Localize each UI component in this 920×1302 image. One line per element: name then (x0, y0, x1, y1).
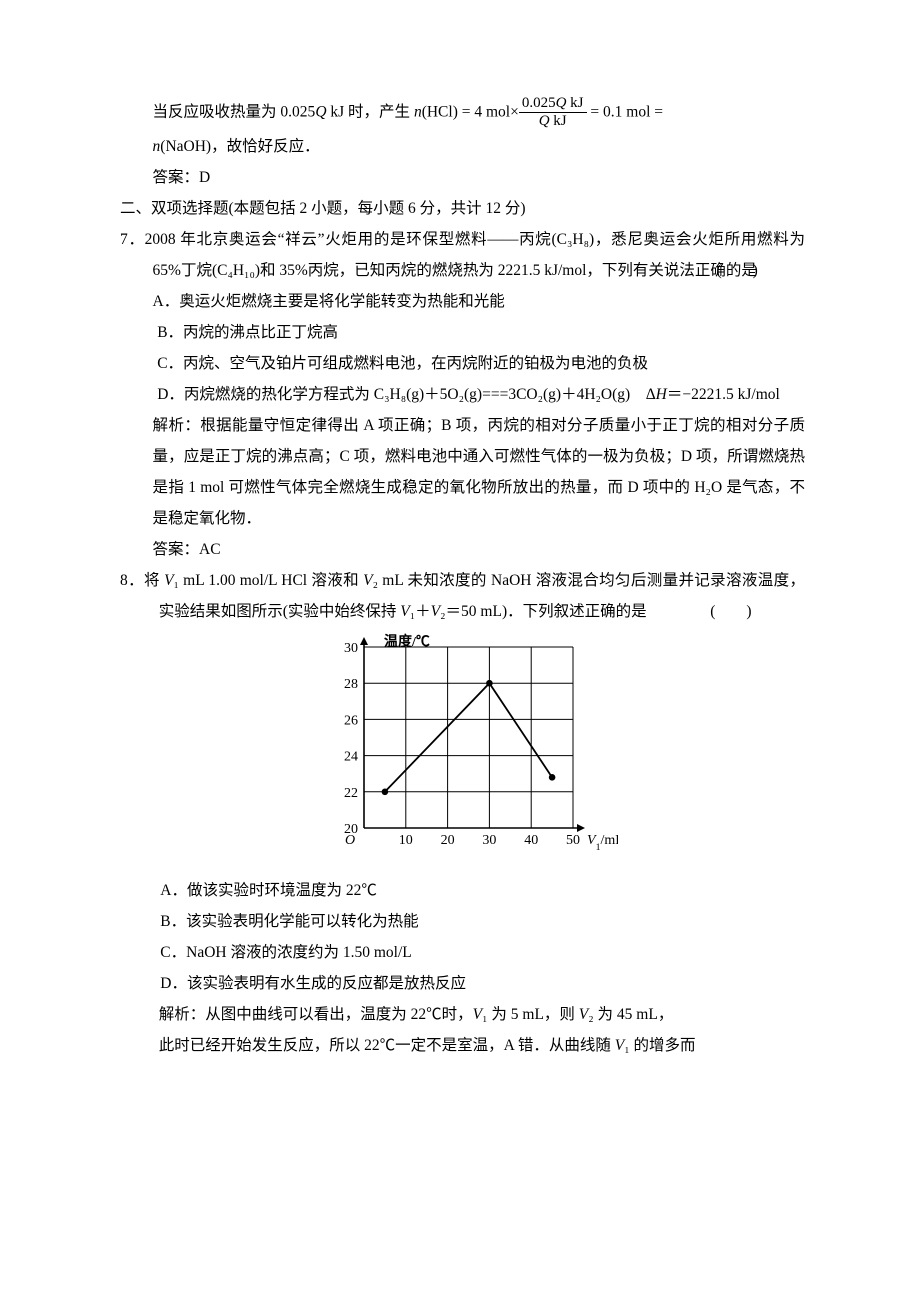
line-chart-svg: 1020304050202224262830O温度/℃V1/mL (308, 633, 618, 858)
q8-option-c: C．NaOH 溶液的浓度约为 1.50 mol/L (120, 937, 805, 968)
svg-text:30: 30 (482, 833, 496, 848)
svg-text:50: 50 (566, 833, 580, 848)
q7-option-c: C．丙烷、空气及铂片可组成燃料电池，在丙烷附近的铂极为电池的负极 (120, 348, 805, 379)
svg-text:30: 30 (344, 641, 358, 656)
svg-text:V1/mL: V1/mL (587, 833, 618, 853)
svg-text:28: 28 (344, 677, 358, 692)
q8-explanation-2: 此时已经开始发生反应，所以 22℃一定不是室温，A 错．从曲线随 V₁ 的增多而 (120, 1030, 805, 1061)
svg-text:20: 20 (440, 833, 454, 848)
q8-option-d: D．该实验表明有水生成的反应都是放热反应 (120, 968, 805, 999)
svg-text:24: 24 (344, 749, 358, 764)
svg-text:26: 26 (344, 713, 358, 728)
q7-stem: 7．2008 年北京奥运会“祥云”火炬用的是环保型燃料——丙烷(C₃H₈)，悉尼… (120, 224, 805, 286)
section-2-header: 二、双项选择题(本题包括 2 小题，每小题 6 分，共计 12 分) (120, 193, 805, 224)
svg-text:O: O (344, 833, 354, 848)
q6-calc-line2: n(NaOH)，故恰好反应． (120, 131, 805, 162)
q7-option-b: B．丙烷的沸点比正丁烷高 (120, 317, 805, 348)
q8-chart: 1020304050202224262830O温度/℃V1/mL (120, 633, 805, 869)
q7-option-d: D．丙烷燃烧的热化学方程式为 C₃H₈(g)＋5O₂(g)===3CO₂(g)＋… (120, 379, 805, 410)
q6-calc-line1: 当反应吸收热量为 0.025Q kJ 时，产生 n(HCl) = 4 mol×0… (120, 95, 805, 131)
q8-option-b: B．该实验表明化学能可以转化为热能 (120, 906, 805, 937)
q6-answer: 答案：D (120, 162, 805, 193)
q8-option-a: A．做该实验时环境温度为 22℃ (120, 875, 805, 906)
q7-answer: 答案：AC (120, 534, 805, 565)
fraction: 0.025Q kJQ kJ (519, 95, 587, 131)
svg-text:40: 40 (524, 833, 538, 848)
svg-text:温度/℃: 温度/℃ (384, 633, 430, 650)
q8-stem: 8．将 V₁ mL 1.00 mol/L HCl 溶液和 V₂ mL 未知浓度的… (120, 565, 805, 627)
q7-explanation: 解析：根据能量守恒定律得出 A 项正确；B 项，丙烷的相对分子质量小于正丁烷的相… (120, 410, 805, 534)
svg-text:22: 22 (344, 785, 358, 800)
q7-option-a: A．奥运火炬燃烧主要是将化学能转变为热能和光能 (120, 286, 805, 317)
q8-explanation-1: 解析：从图中曲线可以看出，温度为 22℃时，V₁ 为 5 mL，则 V₂ 为 4… (120, 999, 805, 1030)
q8-paren: ( ) (749, 596, 805, 627)
q7-paren: ( ) (749, 255, 805, 286)
svg-text:10: 10 (398, 833, 412, 848)
